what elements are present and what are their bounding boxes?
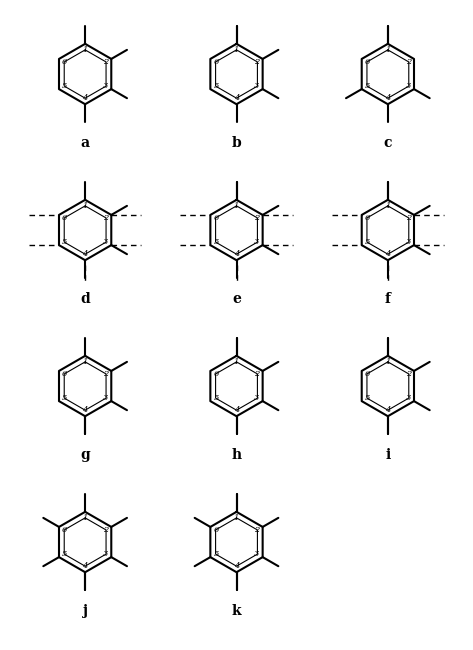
Text: 1: 1 xyxy=(234,47,239,55)
Text: 6: 6 xyxy=(213,526,219,534)
Text: 1: 1 xyxy=(385,47,391,55)
Text: 3: 3 xyxy=(405,394,411,402)
Text: d: d xyxy=(80,292,90,306)
Text: 4: 4 xyxy=(82,406,88,413)
Text: 5: 5 xyxy=(62,394,68,402)
Text: 3: 3 xyxy=(254,550,260,558)
Text: 2: 2 xyxy=(254,526,260,534)
Text: 3: 3 xyxy=(103,394,108,402)
Text: 2: 2 xyxy=(405,58,411,66)
Text: 3: 3 xyxy=(254,238,260,246)
Text: 1: 1 xyxy=(234,515,239,523)
Text: 1: 1 xyxy=(385,359,391,367)
Text: 1: 1 xyxy=(82,359,88,367)
Text: 5: 5 xyxy=(62,82,68,90)
Text: c: c xyxy=(384,136,392,150)
Text: 2: 2 xyxy=(103,370,108,378)
Text: 2: 2 xyxy=(103,214,108,222)
Text: h: h xyxy=(231,448,242,462)
Text: 2: 2 xyxy=(405,370,411,378)
Text: 5: 5 xyxy=(365,394,370,402)
Text: 5: 5 xyxy=(213,82,219,90)
Text: i: i xyxy=(385,448,391,462)
Text: f: f xyxy=(385,292,391,306)
Text: 4: 4 xyxy=(385,250,391,257)
Text: 6: 6 xyxy=(365,214,370,222)
Text: 6: 6 xyxy=(213,58,219,66)
Text: j: j xyxy=(83,604,88,618)
Text: 4: 4 xyxy=(82,94,88,101)
Text: 2: 2 xyxy=(254,58,260,66)
Text: 2: 2 xyxy=(103,58,108,66)
Text: 6: 6 xyxy=(62,58,68,66)
Text: k: k xyxy=(232,604,241,618)
Text: 2: 2 xyxy=(254,370,260,378)
Text: 5: 5 xyxy=(365,238,370,246)
Text: 6: 6 xyxy=(62,370,68,378)
Text: 1: 1 xyxy=(82,47,88,55)
Text: 4: 4 xyxy=(385,94,391,101)
Text: 3: 3 xyxy=(103,550,108,558)
Text: 6: 6 xyxy=(365,58,370,66)
Text: e: e xyxy=(232,292,241,306)
Text: 4: 4 xyxy=(82,562,88,569)
Text: 4: 4 xyxy=(234,94,239,101)
Text: 2: 2 xyxy=(254,214,260,222)
Text: 1: 1 xyxy=(234,203,239,211)
Text: 1: 1 xyxy=(82,515,88,523)
Text: b: b xyxy=(232,136,241,150)
Text: 3: 3 xyxy=(103,238,108,246)
Text: 5: 5 xyxy=(213,394,219,402)
Text: 6: 6 xyxy=(62,526,68,534)
Text: 4: 4 xyxy=(385,406,391,413)
Text: g: g xyxy=(80,448,90,462)
Text: 4: 4 xyxy=(234,562,239,569)
Text: 3: 3 xyxy=(103,82,108,90)
Text: 4: 4 xyxy=(234,250,239,257)
Text: 3: 3 xyxy=(254,82,260,90)
Text: 1: 1 xyxy=(385,203,391,211)
Text: 5: 5 xyxy=(365,82,370,90)
Text: 3: 3 xyxy=(405,238,411,246)
Text: 6: 6 xyxy=(213,370,219,378)
Text: 6: 6 xyxy=(365,370,370,378)
Text: a: a xyxy=(80,136,90,150)
Text: 4: 4 xyxy=(82,250,88,257)
Text: 5: 5 xyxy=(213,550,219,558)
Text: 6: 6 xyxy=(213,214,219,222)
Text: 2: 2 xyxy=(103,526,108,534)
Text: 4: 4 xyxy=(234,406,239,413)
Text: 6: 6 xyxy=(62,214,68,222)
Text: 3: 3 xyxy=(254,394,260,402)
Text: 1: 1 xyxy=(234,359,239,367)
Text: 5: 5 xyxy=(62,550,68,558)
Text: 5: 5 xyxy=(62,238,68,246)
Text: 1: 1 xyxy=(82,203,88,211)
Text: 2: 2 xyxy=(405,214,411,222)
Text: 5: 5 xyxy=(213,238,219,246)
Text: 3: 3 xyxy=(405,82,411,90)
